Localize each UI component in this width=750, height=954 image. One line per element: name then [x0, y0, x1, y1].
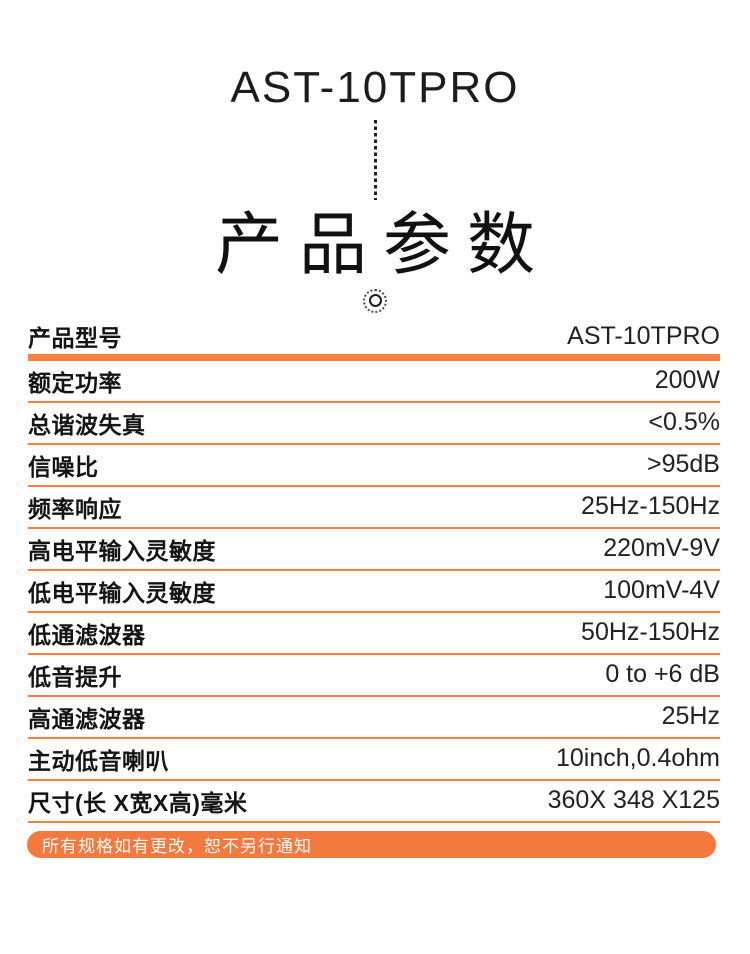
- spec-table: 产品型号 AST-10TPRO 额定功率 200W 总谐波失真 <0.5% 信噪…: [28, 319, 720, 823]
- spec-value: 220mV-9V: [603, 534, 720, 563]
- spec-table-row: 高通滤波器 25Hz: [28, 697, 720, 739]
- dashed-divider: [373, 120, 377, 201]
- spec-label: 低电平输入灵敏度: [28, 579, 216, 606]
- spec-value: >95dB: [647, 450, 720, 479]
- spec-table-row: 额定功率 200W: [28, 361, 720, 403]
- spec-label: 低通滤波器: [28, 621, 146, 648]
- spec-table-row: 尺寸(长 X宽X高)毫米 360X 348 X125: [28, 781, 720, 823]
- spec-value: 100mV-4V: [603, 576, 720, 605]
- circle-ornament-inner: [368, 294, 382, 308]
- footer-note-bar: 所有规格如有更改，恕不另行通知: [27, 830, 716, 858]
- spec-label: 产品型号: [28, 325, 122, 352]
- spec-value: 25Hz: [661, 702, 720, 731]
- spec-label: 尺寸(长 X宽X高)毫米: [28, 789, 248, 816]
- circle-ornament-icon: [363, 288, 387, 313]
- spec-label: 高通滤波器: [28, 705, 146, 732]
- spec-value: 0 to +6 dB: [605, 660, 720, 689]
- spec-table-row: 低电平输入灵敏度 100mV-4V: [28, 571, 720, 613]
- spec-label: 额定功率: [28, 369, 122, 396]
- spec-label: 信噪比: [28, 453, 99, 480]
- spec-table-row: 产品型号 AST-10TPRO: [28, 319, 720, 361]
- spec-label: 总谐波失真: [28, 411, 146, 438]
- spec-table-row: 主动低音喇叭 10inch,0.4ohm: [28, 739, 720, 781]
- spec-table-row: 低音提升 0 to +6 dB: [28, 655, 720, 697]
- spec-value: <0.5%: [648, 408, 720, 437]
- spec-table-row: 频率响应 25Hz-150Hz: [28, 487, 720, 529]
- spec-value: AST-10TPRO: [567, 321, 720, 350]
- spec-value: 360X 348 X125: [547, 786, 720, 815]
- spec-label: 高电平输入灵敏度: [28, 537, 216, 564]
- spec-table-row: 总谐波失真 <0.5%: [28, 403, 720, 445]
- spec-value: 50Hz-150Hz: [581, 618, 720, 647]
- spec-value: 200W: [654, 366, 720, 395]
- product-model-title: AST-10TPRO: [230, 63, 520, 112]
- footer-note-text: 所有规格如有更改，恕不另行通知: [42, 836, 312, 856]
- spec-label: 低音提升: [28, 663, 122, 690]
- spec-value: 10inch,0.4ohm: [555, 744, 720, 773]
- spec-label: 频率响应: [28, 495, 122, 522]
- spec-table-row: 低通滤波器 50Hz-150Hz: [28, 613, 720, 655]
- spec-table-row: 信噪比 >95dB: [28, 445, 720, 487]
- spec-label: 主动低音喇叭: [28, 747, 169, 774]
- spec-table-row: 高电平输入灵敏度 220mV-9V: [28, 529, 720, 571]
- spec-value: 25Hz-150Hz: [581, 492, 720, 521]
- section-heading: 产品参数: [214, 207, 551, 284]
